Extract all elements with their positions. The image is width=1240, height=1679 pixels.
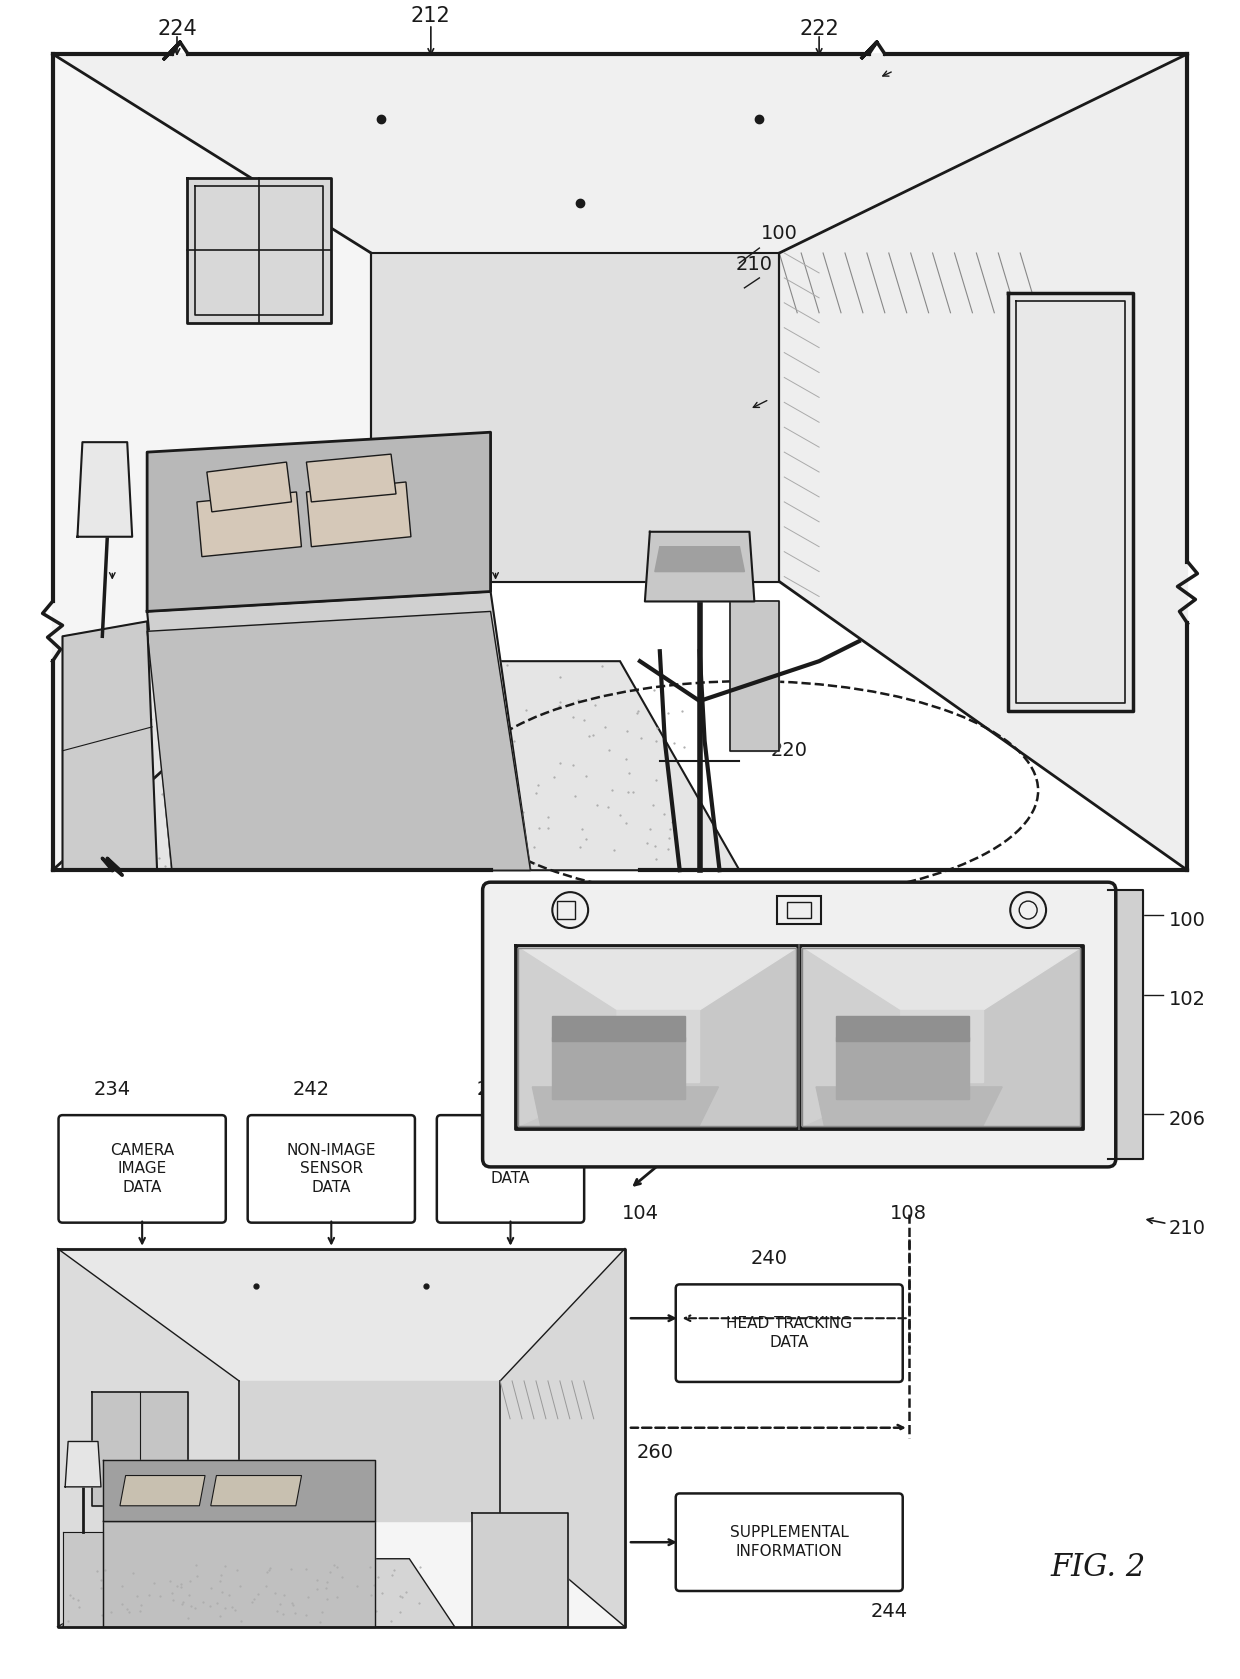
Polygon shape [207,462,291,512]
Text: 220: 220 [771,742,807,761]
Text: 242: 242 [293,1080,330,1098]
Text: 206: 206 [1169,1110,1207,1128]
Bar [777,897,821,923]
Polygon shape [729,601,779,751]
Polygon shape [518,949,616,1127]
Text: NON-IMAGE
SENSOR
DATA: NON-IMAGE SENSOR DATA [286,1143,376,1195]
Polygon shape [77,442,133,537]
Polygon shape [552,1016,686,1041]
Polygon shape [371,254,779,581]
Polygon shape [899,1011,983,1081]
Polygon shape [57,1249,239,1627]
Bar [557,902,575,918]
Polygon shape [552,1038,686,1100]
Text: 216: 216 [1076,898,1110,917]
Polygon shape [471,1513,568,1627]
FancyBboxPatch shape [676,1493,903,1592]
Polygon shape [62,1558,455,1627]
FancyBboxPatch shape [248,1115,415,1222]
Text: 214: 214 [491,898,526,917]
Polygon shape [62,621,157,870]
Polygon shape [1107,890,1142,1159]
Polygon shape [306,453,396,502]
Polygon shape [239,1380,500,1521]
Polygon shape [306,482,410,547]
Polygon shape [1008,292,1132,710]
Text: 238: 238 [477,1080,515,1098]
Text: 210: 210 [735,255,773,274]
Polygon shape [616,1011,699,1081]
Polygon shape [63,1533,103,1627]
Polygon shape [187,178,331,322]
Polygon shape [802,949,1080,1127]
Text: 100: 100 [761,223,797,242]
Text: 212: 212 [410,7,450,27]
Polygon shape [802,949,899,1127]
Polygon shape [57,1249,625,1627]
Text: 100: 100 [1169,910,1205,930]
Text: 244: 244 [870,1602,908,1622]
FancyBboxPatch shape [676,1284,903,1382]
Text: 102: 102 [1169,991,1207,1009]
Polygon shape [52,54,1188,292]
Polygon shape [148,611,531,870]
Polygon shape [52,54,371,870]
Bar [787,902,811,918]
Polygon shape [62,662,739,870]
Text: 240: 240 [751,1249,787,1268]
Text: DEPTH
DATA: DEPTH DATA [485,1152,536,1185]
Text: 234: 234 [94,1080,131,1098]
FancyBboxPatch shape [436,1115,584,1222]
Polygon shape [66,1442,100,1488]
Polygon shape [103,1521,376,1627]
Polygon shape [148,591,531,870]
Polygon shape [518,949,796,1127]
Polygon shape [532,1086,718,1127]
Polygon shape [645,532,754,601]
Text: 260: 260 [636,1444,673,1462]
Polygon shape [836,1038,968,1100]
Text: 210: 210 [1169,1219,1207,1237]
Polygon shape [816,1086,1002,1127]
Polygon shape [779,54,1188,870]
Text: 108: 108 [890,1204,928,1224]
Polygon shape [92,1392,188,1506]
Polygon shape [518,949,796,1011]
Polygon shape [655,547,744,571]
Polygon shape [197,492,301,557]
Polygon shape [120,1476,205,1506]
Polygon shape [836,1016,968,1041]
Text: FIG. 2: FIG. 2 [1050,1551,1146,1583]
Text: 222: 222 [800,18,839,39]
Text: 224: 224 [157,18,197,39]
Polygon shape [802,949,1080,1011]
Text: CAMERA
IMAGE
DATA: CAMERA IMAGE DATA [110,1143,174,1195]
Text: 226: 226 [412,502,449,522]
Polygon shape [103,1461,376,1521]
Polygon shape [57,1249,625,1380]
FancyBboxPatch shape [58,1115,226,1222]
Polygon shape [211,1476,301,1506]
Text: HEAD TRACKING
DATA: HEAD TRACKING DATA [727,1316,852,1350]
Text: SUPPLEMENTAL
INFORMATION: SUPPLEMENTAL INFORMATION [730,1526,848,1560]
Polygon shape [500,1249,625,1627]
FancyBboxPatch shape [482,881,1116,1167]
Polygon shape [516,945,1083,1128]
Polygon shape [148,432,491,611]
Text: 104: 104 [621,1204,658,1224]
